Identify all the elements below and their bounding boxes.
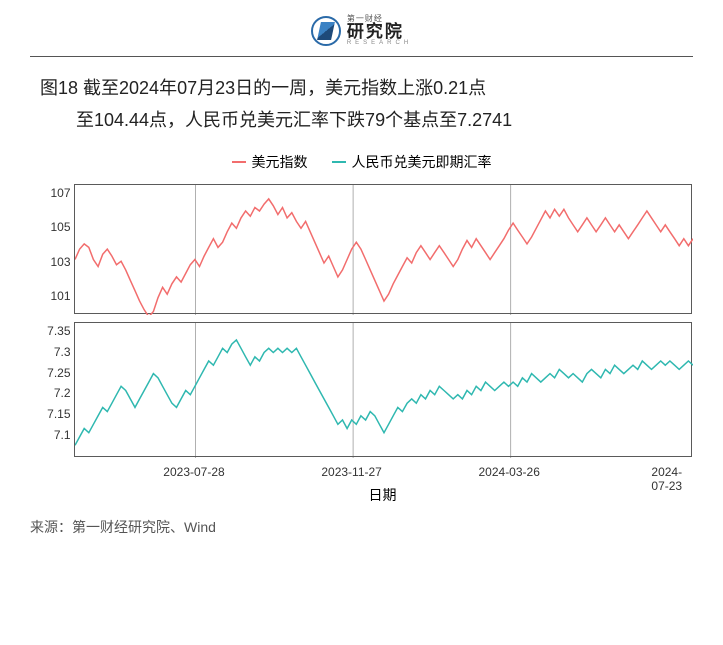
legend-swatch-2 — [332, 161, 346, 163]
chart-container: 101103105107 7.17.157.27.257.37.35 2023-… — [32, 184, 692, 505]
title-line-1: 图18 截至2024年07月23日的一周，美元指数上涨0.21点 — [40, 72, 693, 104]
y-axis-ticks-1: 101103105107 — [33, 185, 71, 313]
logo: 第一财经 研究院 RESEARCH — [311, 15, 412, 46]
logo-icon — [311, 16, 341, 46]
legend-label-2: 人民币兑美元即期汇率 — [352, 152, 492, 172]
y-axis-ticks-2: 7.17.157.27.257.37.35 — [33, 323, 71, 456]
legend-item-1: 美元指数 — [232, 152, 308, 172]
chart-svg-1 — [75, 185, 693, 315]
chart-svg-2 — [75, 323, 693, 458]
source-text: 来源：第一财经研究院、Wind — [30, 517, 693, 537]
page-header: 第一财经 研究院 RESEARCH — [30, 10, 693, 57]
legend: 美元指数 人民币兑美元即期汇率 — [30, 152, 693, 172]
logo-english: RESEARCH — [347, 40, 412, 46]
legend-swatch-1 — [232, 161, 246, 163]
panel-usd-index: 101103105107 — [74, 184, 692, 314]
logo-title: 研究院 — [347, 23, 412, 40]
chart-title: 图18 截至2024年07月23日的一周，美元指数上涨0.21点 至104.44… — [40, 72, 693, 137]
legend-label-1: 美元指数 — [252, 152, 308, 172]
x-axis-ticks: 2023-07-282023-11-272024-03-262024-07-23 — [74, 465, 692, 483]
legend-item-2: 人民币兑美元即期汇率 — [332, 152, 492, 172]
panel-cny-rate: 7.17.157.27.257.37.35 — [74, 322, 692, 457]
title-line-2: 至104.44点，人民币兑美元汇率下跌79个基点至7.2741 — [40, 104, 693, 136]
x-axis-label: 日期 — [74, 485, 692, 505]
